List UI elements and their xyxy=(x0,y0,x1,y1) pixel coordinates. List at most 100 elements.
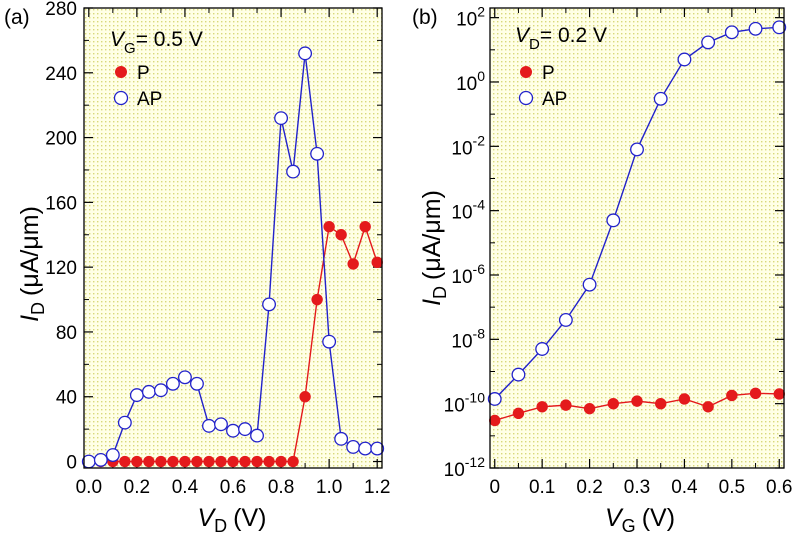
x-tick-label: 1.0 xyxy=(316,477,342,498)
y-tick-label-exponent: -4 xyxy=(473,197,486,213)
data-point-ap xyxy=(724,25,739,40)
panel-a-label: (a) xyxy=(4,6,30,29)
panel-b-markers xyxy=(487,20,787,427)
data-point-ap xyxy=(93,452,108,467)
data-point-p xyxy=(143,455,155,468)
data-point-ap xyxy=(346,439,361,454)
data-point-p xyxy=(119,455,131,468)
panel-a-x-var: V xyxy=(197,504,216,532)
data-point-ap xyxy=(701,35,716,50)
y-tick-label-base: 10 xyxy=(451,203,472,224)
y-tick-label: 10-8 xyxy=(451,325,485,352)
data-point-p xyxy=(155,455,167,468)
data-point-ap xyxy=(165,376,180,391)
data-point-p xyxy=(227,455,239,468)
x-tick-label: 0.5 xyxy=(719,477,745,498)
panel-b-x-sub: G xyxy=(622,516,636,536)
data-point-ap xyxy=(310,146,325,161)
x-tick-label: 0.6 xyxy=(766,477,792,498)
x-tick-label: 1.2 xyxy=(364,477,390,498)
x-tick-label: 0.2 xyxy=(576,477,602,498)
panel-b-x-axis-title: VG (V) xyxy=(605,504,675,536)
y-tick-label-base: 10 xyxy=(444,460,465,481)
panel-b-x-unit: (V) xyxy=(642,504,675,532)
panel-b-condition-var: V xyxy=(515,24,531,47)
data-point-ap xyxy=(535,342,550,356)
panel-a-y-axis-title: ID (μA/μm) xyxy=(16,206,48,322)
panel-a-legend: P AP xyxy=(113,63,162,110)
y-tick-label: 0 xyxy=(66,453,77,474)
data-point-p xyxy=(323,220,335,233)
y-tick-label-base: 10 xyxy=(451,138,472,159)
y-tick-label: 100 xyxy=(456,68,485,95)
y-tick-label-base: 10 xyxy=(456,74,477,95)
data-point-ap xyxy=(141,384,156,399)
y-tick-label: 10-4 xyxy=(451,197,485,224)
panel-a-y-unit: (μA/μm) xyxy=(16,206,44,296)
data-point-p xyxy=(335,229,347,241)
panel-b: 0 0.1 0.2 0.3 0.4 0.5 0.610-1210-1010-810-610-… xyxy=(412,4,792,536)
data-point-ap xyxy=(630,142,644,157)
y-tick-label: 200 xyxy=(45,129,77,150)
panel-a-legend-p-label: P xyxy=(137,63,150,84)
data-point-ap xyxy=(358,441,373,456)
panel-a-tick-labels: 0.0 0.2 0.4 0.6 0.8 1.0 1.2 0 40 80 120 160 200 240 28… xyxy=(45,0,390,498)
panel-b-legend-ap-label: AP xyxy=(542,89,567,110)
data-point-p xyxy=(191,455,203,468)
y-tick-label: 280 xyxy=(45,0,77,20)
data-point-p xyxy=(359,220,371,233)
panel-a-legend-p-marker xyxy=(115,66,127,78)
data-point-p xyxy=(239,455,251,468)
panel-a-y-var: I xyxy=(16,315,44,322)
panel-a-x-axis-title: VD (V) xyxy=(197,504,266,536)
data-point-ap xyxy=(250,428,264,443)
x-tick-label: 0.1 xyxy=(529,477,555,498)
data-point-ap xyxy=(606,213,621,228)
y-tick-label-exponent: 0 xyxy=(477,68,485,84)
panel-b-legend: P AP xyxy=(518,63,567,110)
x-tick-label: 0.8 xyxy=(268,477,294,498)
y-tick-label-exponent: -12 xyxy=(465,454,485,470)
panel-b-legend-p-label: P xyxy=(542,63,555,84)
panel-a-frame xyxy=(83,7,383,469)
panel-a: 0.0 0.2 0.4 0.6 0.8 1.0 1.2 0 40 80 120 160 200 240 28… xyxy=(4,0,390,536)
data-point-p xyxy=(512,407,525,420)
y-tick-label-base: 10 xyxy=(456,10,477,31)
y-tick-label: 160 xyxy=(45,193,77,214)
panel-a-legend-ap-marker xyxy=(113,90,129,106)
data-point-p xyxy=(215,455,227,468)
y-tick-label-exponent: -2 xyxy=(473,132,486,148)
data-point-ap xyxy=(190,376,204,391)
data-point-p xyxy=(749,387,762,399)
data-point-ap xyxy=(105,448,120,462)
data-point-p xyxy=(179,455,191,468)
y-tick-label: 10-12 xyxy=(444,454,486,481)
data-point-p xyxy=(702,401,714,413)
data-point-ap xyxy=(511,367,526,382)
panel-a-legend-ap-label: AP xyxy=(137,89,162,110)
panel-a-condition: VG= 0.5 V xyxy=(110,28,203,57)
data-point-ap xyxy=(274,111,289,126)
panel-b-y-unit: (μA/μm) xyxy=(418,190,446,280)
data-point-ap xyxy=(772,20,787,35)
y-tick-label-exponent: -10 xyxy=(465,390,485,406)
panel-a-condition-value: = 0.5 V xyxy=(136,28,203,51)
panel-b-condition-value: = 0.2 V xyxy=(540,24,607,47)
data-point-ap xyxy=(214,417,228,432)
x-tick-label: 0.4 xyxy=(172,477,199,498)
y-tick-label-exponent: -8 xyxy=(473,325,486,341)
data-point-ap xyxy=(748,21,763,36)
x-tick-label: 0.0 xyxy=(76,477,102,498)
data-point-ap xyxy=(322,334,337,349)
data-point-p xyxy=(287,455,299,468)
y-tick-label-exponent: -6 xyxy=(473,261,486,277)
data-point-ap xyxy=(653,91,668,106)
data-point-ap xyxy=(677,52,692,67)
data-point-p xyxy=(536,401,548,413)
data-point-ap xyxy=(286,164,301,179)
data-point-p xyxy=(275,455,287,468)
panel-a-condition-var: V xyxy=(110,28,126,51)
data-point-ap xyxy=(117,415,132,430)
panel-b-label: (b) xyxy=(412,6,438,29)
